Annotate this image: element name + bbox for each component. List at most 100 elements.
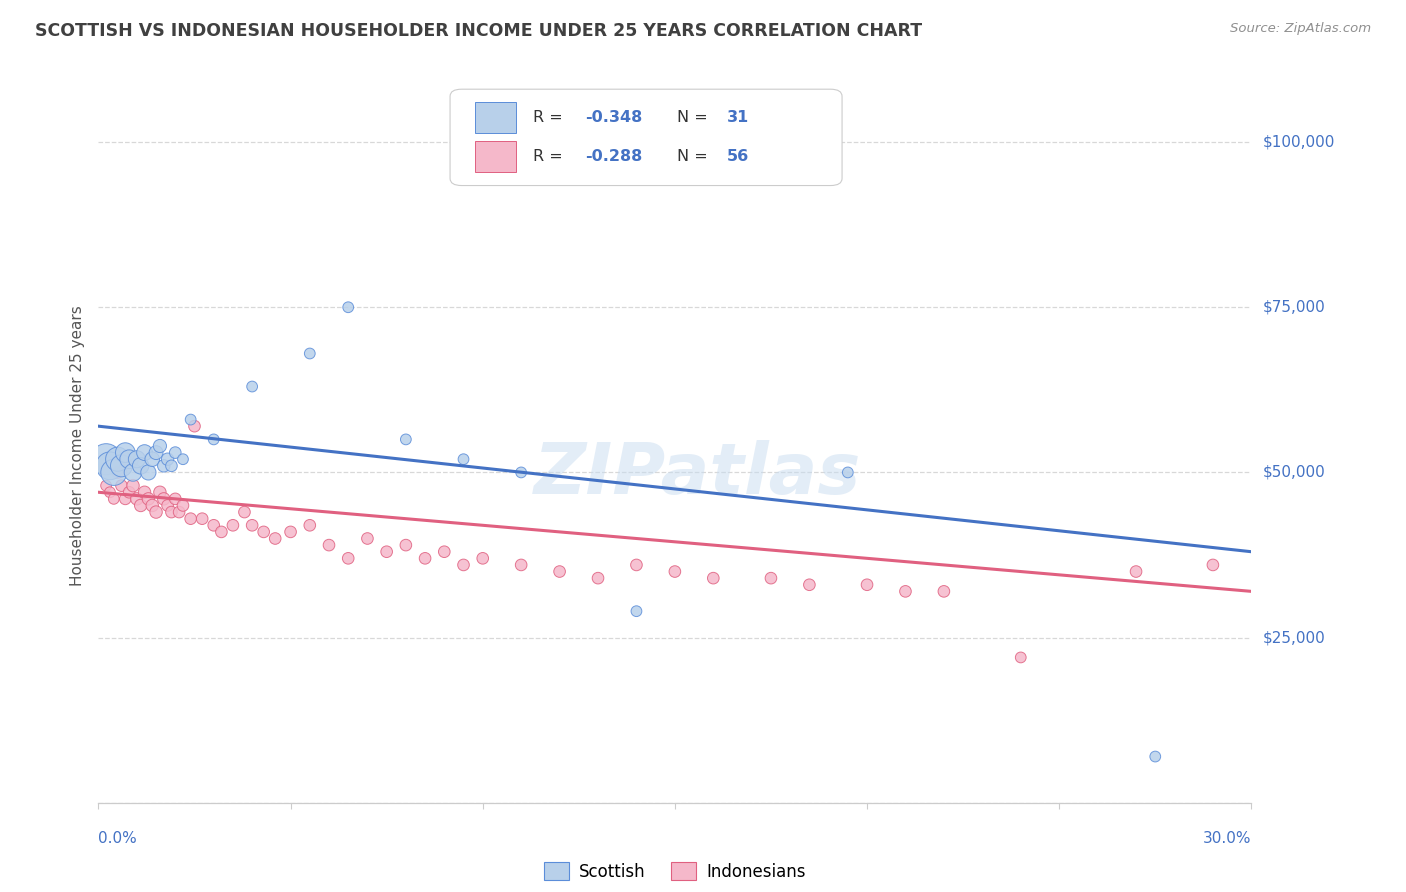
Point — [626, 558, 648, 572]
Point — [209, 524, 232, 539]
Point — [145, 505, 167, 519]
Point — [160, 505, 183, 519]
Point — [856, 578, 879, 592]
Point — [114, 445, 136, 459]
Text: -0.348: -0.348 — [585, 111, 643, 125]
Point — [156, 452, 179, 467]
Point — [375, 545, 398, 559]
FancyBboxPatch shape — [475, 102, 516, 133]
Text: 31: 31 — [727, 111, 749, 125]
Point — [433, 545, 456, 559]
FancyBboxPatch shape — [450, 89, 842, 186]
Point — [98, 485, 121, 500]
Point — [103, 491, 125, 506]
Point — [107, 452, 129, 467]
Text: N =: N = — [678, 111, 713, 125]
Point — [1144, 749, 1167, 764]
Text: $25,000: $25,000 — [1263, 630, 1326, 645]
Point — [453, 452, 475, 467]
Point — [837, 466, 859, 480]
Point — [125, 452, 148, 467]
Y-axis label: Householder Income Under 25 years: Householder Income Under 25 years — [69, 306, 84, 586]
Point — [134, 485, 156, 500]
Point — [167, 505, 190, 519]
Point — [134, 445, 156, 459]
Point — [160, 458, 183, 473]
Point — [298, 346, 321, 360]
Point — [122, 466, 145, 480]
Point — [337, 551, 360, 566]
Text: 0.0%: 0.0% — [98, 830, 138, 846]
Point — [129, 499, 152, 513]
Text: $75,000: $75,000 — [1263, 300, 1326, 315]
Point — [759, 571, 782, 585]
Point — [94, 478, 117, 492]
Text: R =: R = — [533, 149, 568, 164]
Point — [240, 379, 263, 393]
Point — [138, 466, 160, 480]
Point — [318, 538, 340, 552]
Point — [932, 584, 955, 599]
Point — [586, 571, 609, 585]
Point — [280, 524, 302, 539]
Point — [149, 485, 172, 500]
Legend: Scottish, Indonesians: Scottish, Indonesians — [537, 855, 813, 888]
Point — [298, 518, 321, 533]
Point — [395, 538, 418, 552]
Text: SCOTTISH VS INDONESIAN HOUSEHOLDER INCOME UNDER 25 YEARS CORRELATION CHART: SCOTTISH VS INDONESIAN HOUSEHOLDER INCOM… — [35, 22, 922, 40]
Point — [510, 558, 533, 572]
Text: ZIPatlas: ZIPatlas — [534, 440, 862, 509]
Point — [172, 499, 194, 513]
Point — [180, 412, 202, 426]
Point — [233, 505, 256, 519]
Point — [222, 518, 245, 533]
Point — [107, 466, 129, 480]
Point — [110, 478, 132, 492]
Point — [149, 439, 172, 453]
Point — [172, 452, 194, 467]
Text: -0.288: -0.288 — [585, 149, 643, 164]
Point — [156, 499, 179, 513]
Point — [337, 300, 360, 314]
Text: Source: ZipAtlas.com: Source: ZipAtlas.com — [1230, 22, 1371, 36]
Point — [1202, 558, 1225, 572]
Point — [165, 445, 187, 459]
Point — [141, 452, 163, 467]
Text: 30.0%: 30.0% — [1204, 830, 1251, 846]
Point — [165, 491, 187, 506]
Point — [183, 419, 205, 434]
Point — [145, 445, 167, 459]
Point — [1125, 565, 1147, 579]
Point — [356, 532, 378, 546]
Point — [94, 452, 117, 467]
Point — [138, 491, 160, 506]
Point — [395, 433, 418, 447]
Point — [110, 458, 132, 473]
Point — [510, 466, 533, 480]
Text: R =: R = — [533, 111, 568, 125]
Point — [118, 485, 141, 500]
Point — [180, 511, 202, 525]
Point — [626, 604, 648, 618]
Point — [114, 491, 136, 506]
Point — [548, 565, 571, 579]
Point — [191, 511, 214, 525]
Point — [1010, 650, 1032, 665]
Point — [129, 458, 152, 473]
Point — [413, 551, 436, 566]
Point — [471, 551, 494, 566]
Point — [202, 433, 225, 447]
Point — [103, 466, 125, 480]
Point — [141, 499, 163, 513]
Point — [799, 578, 821, 592]
Point — [202, 518, 225, 533]
Text: N =: N = — [678, 149, 713, 164]
Point — [152, 458, 174, 473]
Point — [894, 584, 917, 599]
Point — [125, 491, 148, 506]
Text: $100,000: $100,000 — [1263, 135, 1334, 150]
Point — [122, 478, 145, 492]
Point — [240, 518, 263, 533]
Point — [98, 458, 121, 473]
Point — [664, 565, 686, 579]
